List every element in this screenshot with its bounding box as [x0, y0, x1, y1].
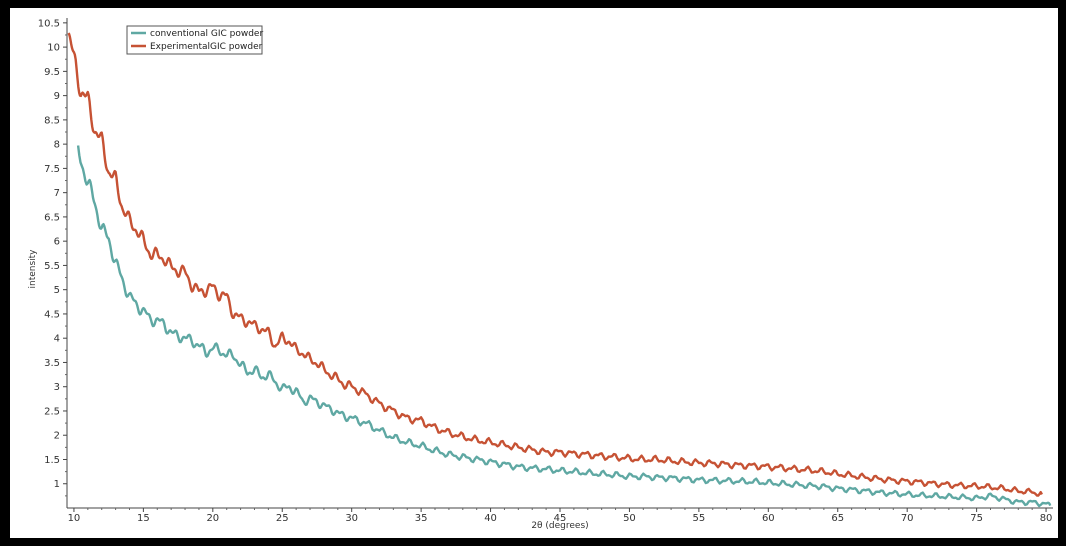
- y-tick-label: 1.5: [44, 455, 60, 466]
- y-tick-label: 3: [54, 382, 60, 393]
- chart-frame: 10 15 20 25 30 35 40 45 50 55 60 65 70 75 80 1 1.5 2 2.5 3 3…: [10, 8, 1058, 538]
- x-tick-label: 70: [901, 513, 914, 524]
- y-tick-label: 2: [54, 431, 60, 442]
- x-tick-label: 65: [831, 513, 844, 524]
- x-tick-label: 10: [68, 513, 81, 524]
- y-tick-label: 6: [54, 237, 60, 248]
- y-tick-label: 9: [54, 91, 60, 102]
- x-tick-label: 55: [693, 513, 706, 524]
- x-tick-label: 40: [484, 513, 497, 524]
- y-tick-label: 8.5: [44, 115, 60, 126]
- y-tick-label: 5.5: [44, 261, 60, 272]
- y-axis-label: intensity: [28, 249, 38, 289]
- x-axis-label: 2θ (degrees): [531, 521, 588, 531]
- line-chart: 10 15 20 25 30 35 40 45 50 55 60 65 70 75 8011.522.533…: [28, 18, 1053, 531]
- y-tick-label: 9.5: [44, 67, 60, 78]
- y-tick-label: 10.5: [38, 18, 60, 29]
- x-tick-label: 25: [276, 513, 289, 524]
- legend-label-experimental: ExperimentalGIC powder: [150, 42, 263, 52]
- x-tick-label: 35: [415, 513, 428, 524]
- y-tick-label: 7: [54, 188, 60, 199]
- legend-label-conventional: conventional GIC powder: [150, 29, 263, 39]
- y-tick-label: 10: [47, 43, 60, 54]
- x-tick-label: 20: [206, 513, 219, 524]
- x-tick-label: 30: [345, 513, 358, 524]
- series-line-experimental: [67, 32, 1043, 497]
- x-tick-label: 45: [554, 513, 567, 524]
- x-tick-label: 50: [623, 513, 636, 524]
- y-tick-label: 2.5: [44, 406, 60, 417]
- y-tick-label: 5: [54, 285, 60, 296]
- x-tick-label: 75: [970, 513, 983, 524]
- y-tick-label: 4.5: [44, 309, 60, 320]
- x-tick-label: 80: [1040, 513, 1053, 524]
- legend-box: [126, 25, 263, 55]
- y-tick-label: 3.5: [44, 358, 60, 369]
- y-tick-label: 6.5: [44, 212, 60, 223]
- y-tick-label: 8: [54, 140, 60, 151]
- series-line-conventional: [76, 145, 1052, 508]
- legend: conventional GIC powder ExperimentalGIC …: [126, 25, 263, 55]
- y-tick-label: 4: [54, 334, 60, 345]
- x-tick-label: 15: [137, 513, 150, 524]
- series-layer: [67, 32, 1052, 508]
- y-tick-label: 7.5: [44, 164, 60, 175]
- y-tick-label: 1: [54, 479, 60, 490]
- x-tick-label: 60: [762, 513, 775, 524]
- axes: 10 15 20 25 30 35 40 45 50 55 60 65 70 75 8011.522.533…: [38, 18, 1053, 524]
